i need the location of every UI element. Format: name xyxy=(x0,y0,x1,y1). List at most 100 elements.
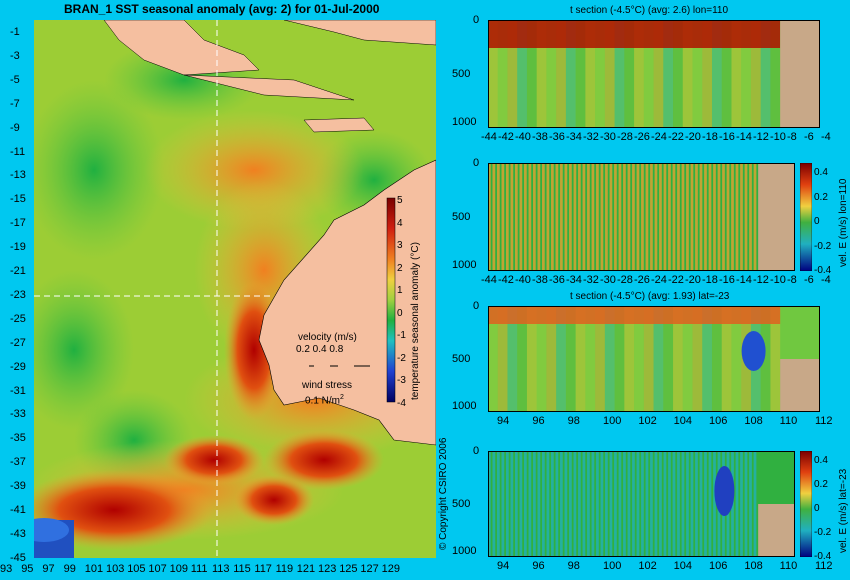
lon-tick-label: 93 xyxy=(0,563,13,575)
lon-tick-label: 105 xyxy=(127,563,146,575)
section-x-tick: -6 xyxy=(804,131,814,143)
section-x-tick: 98 xyxy=(567,415,580,427)
lat-tick-label: -27 xyxy=(10,336,26,349)
section-x-tick: 108 xyxy=(744,560,763,572)
section-depth-tick: 500 xyxy=(452,211,471,223)
main-map-title: BRAN_1 SST seasonal anomaly (avg: 2) for… xyxy=(64,2,380,16)
lat-tick-label: -21 xyxy=(10,265,26,277)
lat-tick-label: -19 xyxy=(10,241,26,254)
section-panel-title: t section (-4.5°C) (avg: 2.6) lon=110 xyxy=(570,5,729,16)
lon-tick-label: 129 xyxy=(381,563,400,575)
section-x-tick: -20 xyxy=(685,274,701,286)
section-plot[interactable] xyxy=(488,451,795,557)
section-x-tick: -44 xyxy=(481,131,497,143)
section-x-tick: 96 xyxy=(532,560,545,572)
sst-colorbar-tick: -2 xyxy=(397,352,406,364)
lat-tick-label: -45 xyxy=(10,551,26,564)
lon-tick-label: 95 xyxy=(21,563,34,575)
section-x-tick: -26 xyxy=(634,131,650,143)
section-x-tick: -8 xyxy=(787,131,797,143)
sst-colorbar-label: temperature seasonal anomaly (°C) xyxy=(410,242,421,400)
section-x-tick: -32 xyxy=(583,131,599,143)
section-plot[interactable] xyxy=(488,20,820,128)
section-x-tick: -28 xyxy=(617,131,633,143)
lat-tick-label: -9 xyxy=(10,121,20,134)
lat-tick-label: -37 xyxy=(10,456,26,469)
lat-tick-label: -3 xyxy=(10,49,20,62)
lat-tick-label: -5 xyxy=(10,73,20,86)
lon-tick-label: 109 xyxy=(169,563,188,575)
lat-tick-label: -11 xyxy=(10,145,26,158)
lat-tick-label: -17 xyxy=(10,217,26,230)
lon-tick-label: 119 xyxy=(275,563,294,575)
lon-tick-label: 111 xyxy=(190,563,208,575)
section-x-tick: -42 xyxy=(498,131,514,143)
sst-colorbar-tick: 0 xyxy=(397,307,403,319)
lon-tick-label: 99 xyxy=(63,563,76,575)
section-x-tick: 110 xyxy=(779,560,798,572)
velocity-colorbar xyxy=(800,163,812,271)
sst-colorbar-tick: 4 xyxy=(397,217,403,229)
section-x-tick: -10 xyxy=(770,131,786,143)
lon-tick-label: 125 xyxy=(339,563,358,575)
section-x-tick: -34 xyxy=(566,274,582,286)
section-x-tick: -16 xyxy=(719,131,735,143)
velocity-colorbar-tick: 0 xyxy=(814,216,820,227)
section-depth-tick: 0 xyxy=(473,445,480,457)
lat-tick-label: -1 xyxy=(10,26,20,38)
velocity-colorbar-tick: 0.4 xyxy=(814,455,828,466)
section-x-tick: 100 xyxy=(603,415,622,427)
section-x-tick: 104 xyxy=(673,560,693,572)
lon-tick-label: 101 xyxy=(84,563,104,575)
section-x-tick: 100 xyxy=(603,560,622,572)
section-x-tick: -38 xyxy=(532,274,548,286)
section-depth-tick: 1000 xyxy=(452,259,477,271)
section-x-tick: 108 xyxy=(744,415,763,427)
lon-tick-label: 121 xyxy=(296,563,316,575)
section-x-tick: -30 xyxy=(600,131,616,143)
copyright-notice: © Copyright CSIRO 2006 xyxy=(438,437,449,550)
section-x-tick: -34 xyxy=(566,131,582,143)
section-x-tick: -12 xyxy=(753,131,769,143)
section-x-tick: -36 xyxy=(549,274,565,286)
section-plot[interactable] xyxy=(488,306,820,412)
section-depth-tick: 500 xyxy=(452,68,471,80)
sst-colorbar-tick: 1 xyxy=(397,285,403,296)
section-plot[interactable] xyxy=(488,163,795,271)
section-x-tick: -40 xyxy=(515,274,531,286)
section-x-tick: -22 xyxy=(668,274,684,286)
lon-tick-label: 97 xyxy=(42,563,55,575)
section-x-tick: -12 xyxy=(753,274,769,286)
section-x-tick: 96 xyxy=(532,415,545,427)
sst-anomaly-map[interactable] xyxy=(34,20,436,558)
velocity-legend-label: velocity (m/s) xyxy=(298,332,357,343)
section-x-tick: -24 xyxy=(651,131,667,143)
section-depth-tick: 1000 xyxy=(452,545,477,557)
lat-tick-label: -23 xyxy=(10,288,26,301)
section-x-tick: -16 xyxy=(719,274,735,286)
wind-legend-scale: 0.1 N/m2 xyxy=(305,394,344,406)
lat-tick-label: -43 xyxy=(10,527,26,540)
section-x-tick: -24 xyxy=(651,274,667,286)
lon-tick-label: 113 xyxy=(212,563,230,575)
lat-tick-label: -33 xyxy=(10,408,26,421)
section-depth-tick: 1000 xyxy=(452,116,477,128)
section-x-tick: -44 xyxy=(481,274,497,286)
velocity-colorbar-tick: 0 xyxy=(814,503,820,514)
section-x-tick: 112 xyxy=(815,560,833,572)
section-x-tick: 102 xyxy=(638,415,657,427)
lon-tick-label: 103 xyxy=(106,563,125,575)
section-x-tick: -22 xyxy=(668,131,684,143)
velocity-colorbar-tick: -0.2 xyxy=(814,240,832,252)
sst-colorbar-tick: 5 xyxy=(397,195,403,206)
section-x-tick: 106 xyxy=(709,560,728,572)
sst-colorbar-tick: -1 xyxy=(397,330,406,341)
lon-tick-label: 123 xyxy=(318,563,337,575)
sst-colorbar-tick: -4 xyxy=(397,397,406,409)
lat-tick-label: -25 xyxy=(10,312,26,325)
section-x-tick: 104 xyxy=(673,415,693,427)
section-x-tick: -8 xyxy=(787,274,797,286)
section-x-tick: -26 xyxy=(634,274,650,286)
section-x-tick: 106 xyxy=(709,415,728,427)
section-x-tick: -4 xyxy=(821,131,831,143)
